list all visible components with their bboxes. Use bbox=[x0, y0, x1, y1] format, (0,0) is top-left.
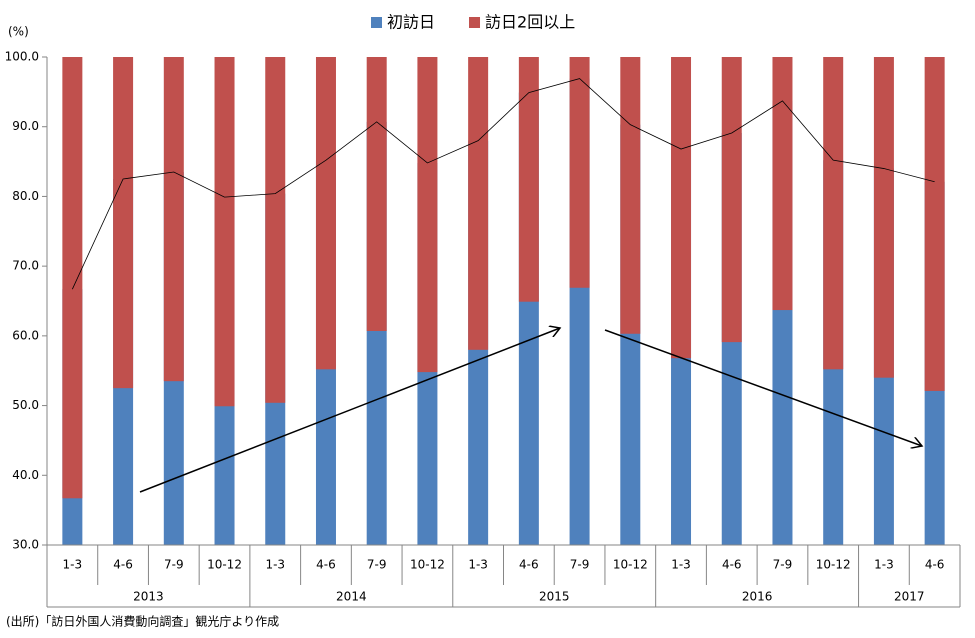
bar-segment bbox=[721, 57, 742, 343]
x-tick-label: 4-6 bbox=[925, 558, 945, 572]
x-tick-label: 7-9 bbox=[570, 558, 590, 572]
bar-segment bbox=[366, 57, 387, 331]
x-tick-label: 7-9 bbox=[164, 558, 184, 572]
x-tick-label: 1-3 bbox=[63, 558, 83, 572]
bar-segment bbox=[468, 57, 489, 350]
bar-segment bbox=[62, 57, 83, 499]
legend-swatch bbox=[371, 17, 382, 28]
x-tick-label: 10-12 bbox=[613, 558, 648, 572]
y-tick-label: 50.0 bbox=[12, 398, 39, 412]
x-tick-label: 4-6 bbox=[316, 558, 336, 572]
bar-segment bbox=[214, 57, 235, 407]
x-group-label: 2015 bbox=[539, 590, 570, 604]
bar-segment bbox=[315, 57, 336, 370]
x-tick-label: 7-9 bbox=[367, 558, 387, 572]
trend-line bbox=[71, 78, 935, 290]
y-tick-label: 30.0 bbox=[12, 538, 39, 552]
arrow bbox=[139, 328, 560, 493]
bar-segment bbox=[518, 57, 539, 302]
bar-segment bbox=[873, 57, 894, 378]
bar-segment bbox=[569, 57, 590, 288]
bar-segment bbox=[417, 57, 438, 373]
x-tick-label: 10-12 bbox=[410, 558, 445, 572]
bar-segment bbox=[163, 57, 184, 382]
x-group-label: 2013 bbox=[133, 590, 164, 604]
bar-segment bbox=[113, 57, 134, 389]
x-group-label: 2014 bbox=[336, 590, 367, 604]
bar-segment bbox=[924, 57, 945, 391]
x-tick-label: 4-6 bbox=[113, 558, 133, 572]
x-tick-label: 7-9 bbox=[773, 558, 793, 572]
legend-label: 訪日2回以上 bbox=[485, 13, 575, 32]
y-tick-label: 90.0 bbox=[12, 119, 39, 133]
arrow bbox=[604, 329, 922, 446]
source-note: (出所)「訪日外国人消費動向調査」観光庁より作成 bbox=[6, 614, 279, 629]
bar-segment bbox=[823, 57, 844, 370]
bar-segment bbox=[620, 57, 641, 334]
y-tick-label: 60.0 bbox=[12, 328, 39, 342]
x-tick-label: 10-12 bbox=[816, 558, 851, 572]
y-tick-label: 40.0 bbox=[12, 468, 39, 482]
x-group-label: 2016 bbox=[742, 590, 773, 604]
x-tick-label: 1-3 bbox=[671, 558, 691, 572]
bar-segment bbox=[671, 57, 692, 359]
x-tick-label: 1-3 bbox=[265, 558, 285, 572]
x-tick-label: 10-12 bbox=[207, 558, 242, 572]
y-tick-label: 100.0 bbox=[5, 50, 39, 64]
y-axis-label: (%) bbox=[8, 25, 29, 39]
x-tick-label: 4-6 bbox=[519, 558, 539, 572]
x-tick-label: 4-6 bbox=[722, 558, 742, 572]
y-tick-label: 70.0 bbox=[12, 259, 39, 273]
x-group-label: 2017 bbox=[894, 590, 925, 604]
y-tick-label: 80.0 bbox=[12, 189, 39, 203]
legend-swatch bbox=[469, 17, 481, 28]
x-tick-label: 1-3 bbox=[468, 558, 488, 572]
bar-segment bbox=[265, 57, 286, 403]
trend-arrows bbox=[139, 328, 922, 493]
x-tick-label: 1-3 bbox=[874, 558, 894, 572]
legend-label: 初訪日 bbox=[387, 13, 435, 32]
bar-segment bbox=[772, 57, 793, 311]
